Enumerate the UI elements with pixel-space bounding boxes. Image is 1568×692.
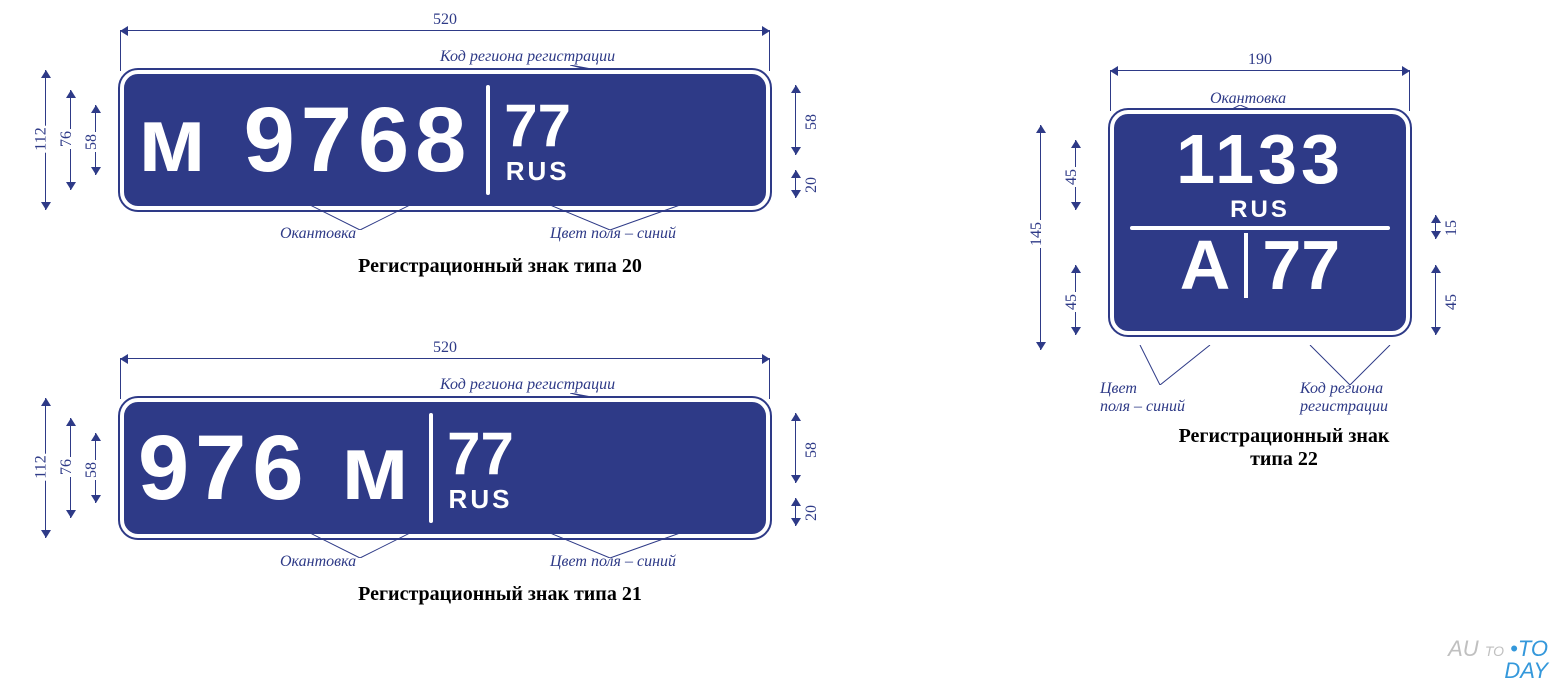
dim-45b: 45 [1075,265,1076,335]
dim-h58: 58 [95,105,96,175]
dim-h112: 112 [45,70,46,210]
annot-region: Код региона регистрации [440,376,615,394]
dim-45c: 45 [1435,265,1436,335]
plate-type22-block: 190 Окантовка 145 45 45 15 45 1133 RUS А [1010,30,1558,646]
dim-r20: 20 [795,498,796,526]
annot-region-l1: Код региона [1300,380,1383,397]
annot-color-l2: поля – синий [1100,398,1185,415]
watermark: AU TO •TO DAY [1448,638,1548,682]
dim-label: 145 [1028,220,1046,248]
dim-label: 45 [1063,292,1081,312]
plate-type21-block: 520 112 76 58 58 20 Код региона регистра… [10,338,970,646]
dim-r20: 20 [795,170,796,198]
license-plate-20: м 9768 77 RUS [120,70,770,210]
dim-width-520: 520 [120,358,770,359]
dim-label: 520 [431,339,459,357]
annot-region-22: Код региона регистрации [1300,380,1388,416]
annot-region: Код региона регистрации [440,48,615,66]
region-code: 77 [504,96,571,156]
caption-22: Регистрационный знак типа 22 [1110,425,1458,471]
dim-r58: 58 [795,85,796,155]
region-box: 77 RUS [504,96,571,184]
license-plate-22: 1133 RUS А 77 [1110,110,1410,335]
plate-vdivider [1244,233,1248,298]
dim-label: 112 [33,125,51,152]
wm-1a: AU [1448,636,1479,661]
annot-color-l1: Цвет [1100,380,1137,397]
dim-h76: 76 [70,418,71,518]
dim-label: 190 [1246,51,1274,69]
pointer-color [550,533,690,558]
dim-label: 45 [1063,167,1081,187]
plate-bottom-row: А 77 [1180,230,1340,300]
dim-label: 520 [431,11,459,29]
dim-label: 76 [58,129,76,149]
region-country: RUS [449,486,513,512]
dim-h112: 112 [45,398,46,538]
dim-width-520: 520 [120,30,770,31]
pointer-color-22 [1130,345,1230,385]
pointer-color [550,205,690,230]
annot-color-22: Цвет поля – синий [1100,380,1185,416]
dim-15: 15 [1435,215,1436,239]
plate-top-number: 1133 [1176,124,1344,194]
region-code: 77 [447,424,514,484]
wm-2: DAY [1504,658,1548,683]
dim-label: 58 [803,440,821,460]
dim-h76: 76 [70,90,71,190]
plate-region: 77 [1262,230,1340,300]
dim-label: 76 [58,457,76,477]
plate-divider [429,413,433,523]
license-plate-21: 976 м 77 RUS [120,398,770,538]
dim-label: 58 [83,460,101,480]
region-box: 77 RUS [447,424,514,512]
dim-h58: 58 [95,433,96,503]
diagram-container: 520 112 76 58 58 20 Код региона регистра… [10,10,1558,646]
dim-label: 45 [1443,292,1461,312]
caption-22-l2: типа 22 [1250,448,1318,470]
left-column: 520 112 76 58 58 20 Код региона регистра… [10,10,970,646]
plate-type20-block: 520 112 76 58 58 20 Код региона регистра… [10,10,970,318]
dim-label: 20 [803,175,821,195]
dim-r58: 58 [795,413,796,483]
pointer-border [310,533,410,558]
dim-label: 112 [33,453,51,480]
annot-region-l2: регистрации [1300,398,1388,415]
dim-h145: 145 [1040,125,1041,350]
dim-width-190: 190 [1110,70,1410,71]
caption-20: Регистрационный знак типа 20 [120,255,880,278]
dim-label: 58 [83,132,101,152]
dim-label: 58 [803,112,821,132]
plate-letter: А [1180,230,1231,300]
plate-main-text: 976 м [138,422,415,514]
plate-divider [486,85,490,195]
caption-21: Регистрационный знак типа 21 [120,583,880,606]
dim-label: 20 [803,503,821,523]
pointer-region-22 [1290,345,1410,385]
dim-45a: 45 [1075,140,1076,210]
plate-country: RUS [1230,198,1290,222]
plate-hdivider [1130,226,1390,230]
pointer-border [310,205,410,230]
caption-22-l1: Регистрационный знак [1179,425,1390,447]
plate-main-text: м 9768 [138,94,472,186]
wm-1b: TO [1485,643,1504,659]
region-country: RUS [506,158,570,184]
dim-label: 15 [1443,218,1461,238]
